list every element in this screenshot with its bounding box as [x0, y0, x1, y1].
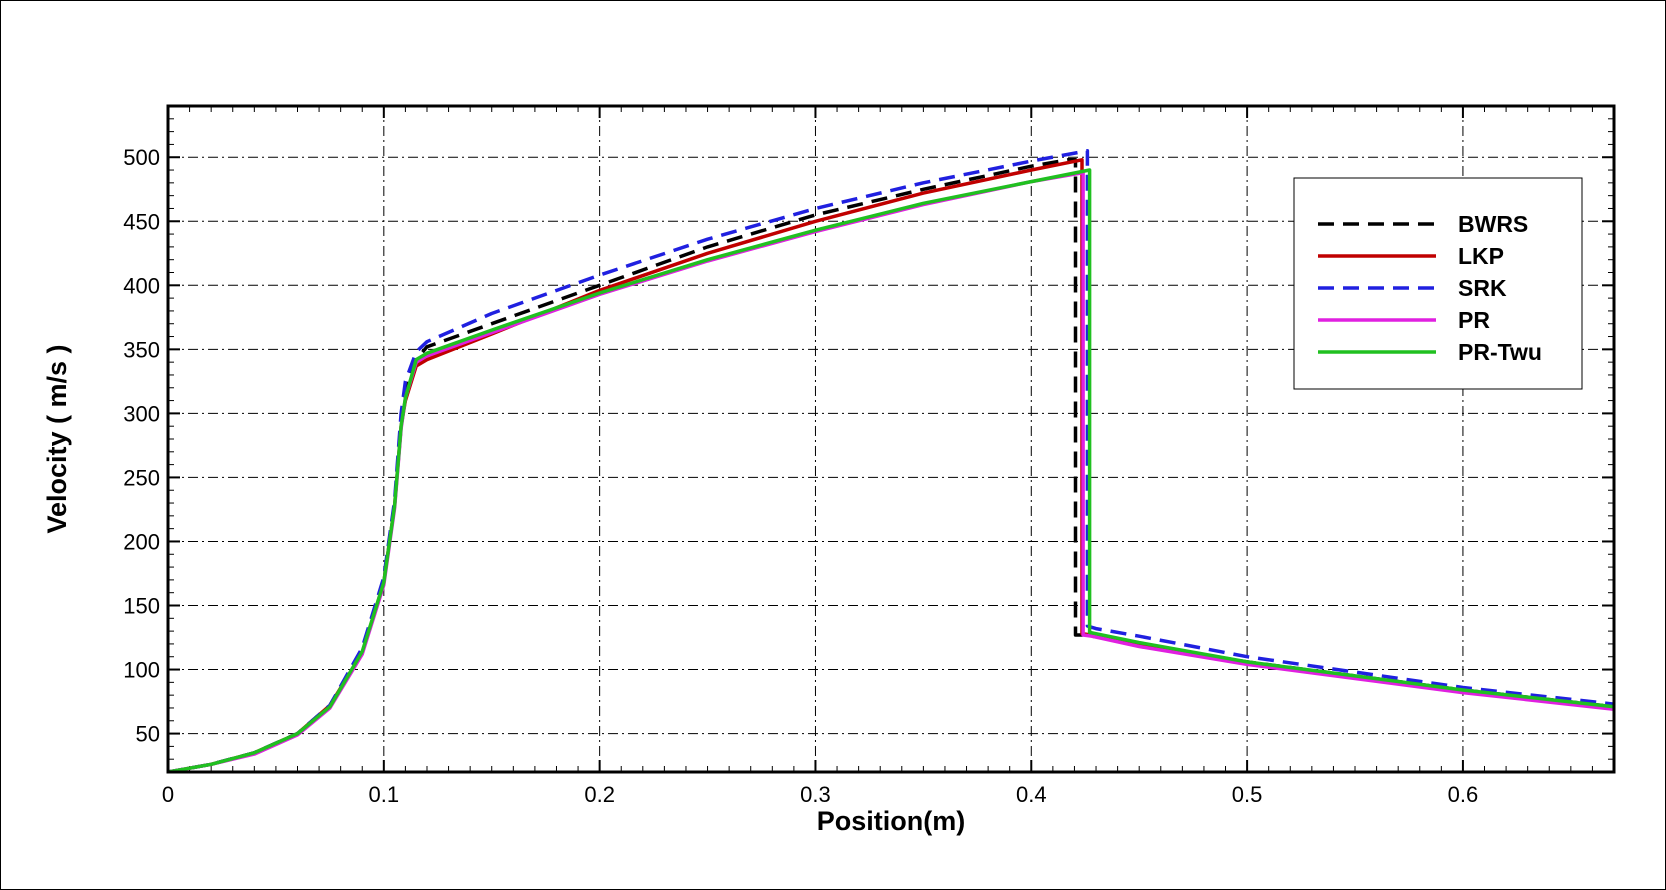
x-tick-label: 0.3: [800, 782, 831, 807]
y-axis-title: Velocity ( m/s ): [42, 344, 72, 533]
legend-label-pr-twu: PR-Twu: [1458, 339, 1542, 365]
y-tick-label: 500: [123, 145, 160, 170]
y-tick-labels: 50 100 150 200 250 300 350 400 450 500: [123, 145, 160, 746]
y-tick-label: 450: [123, 209, 160, 234]
series-layer: [168, 149, 1614, 772]
plot-border: [166, 104, 1616, 774]
x-axis-title: Position(m): [817, 806, 966, 836]
x-tick-label: 0: [162, 782, 174, 807]
x-tick-label: 0.4: [1016, 782, 1047, 807]
y-tick-label: 400: [123, 273, 160, 298]
x-tick-label: 0.2: [584, 782, 615, 807]
legend: BWRS LKP SRK PR PR-Twu: [1293, 177, 1583, 390]
legend-label-pr: PR: [1458, 307, 1490, 333]
y-tick-label: 200: [123, 529, 160, 554]
series-line-pr-twu: [168, 168, 1614, 772]
legend-label-lkp: LKP: [1458, 243, 1504, 269]
y-tick-label: 350: [123, 337, 160, 362]
x-tick-labels: 0 0.1 0.2 0.3 0.4 0.5 0.6: [162, 782, 1478, 807]
y-tick-label: 300: [123, 401, 160, 426]
y-tick-label: 100: [123, 658, 160, 683]
legend-box: [1293, 177, 1583, 390]
x-tick-label: 0.5: [1232, 782, 1263, 807]
grid-lines: [167, 106, 1614, 772]
legend-label-bwrs: BWRS: [1458, 211, 1528, 237]
y-tick-label: 250: [123, 465, 160, 490]
y-tick-label: 50: [136, 722, 160, 747]
x-tick-label: 0.1: [369, 782, 400, 807]
legend-label-srk: SRK: [1458, 275, 1507, 301]
y-tick-label: 150: [123, 594, 160, 619]
x-tick-label: 0.6: [1448, 782, 1479, 807]
